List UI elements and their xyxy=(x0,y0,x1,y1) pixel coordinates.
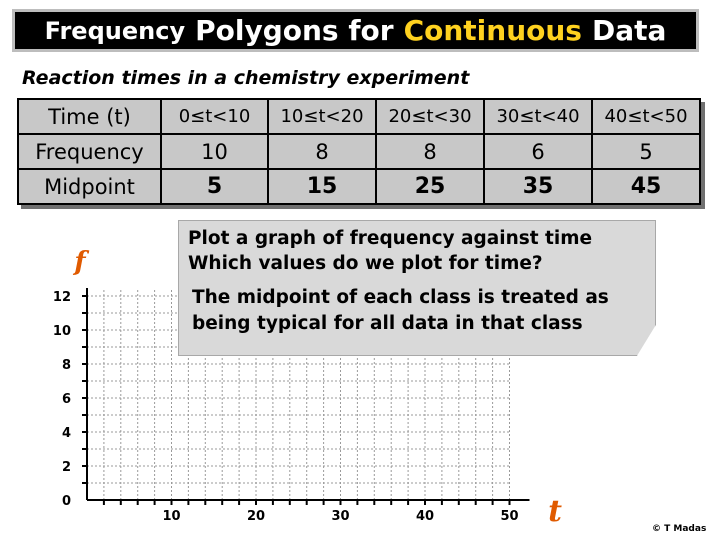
copyright-notice: © T Madas xyxy=(652,524,707,534)
title-word-frequency: Frequency xyxy=(44,16,186,45)
time-class-cell: 30≤t<40 xyxy=(483,98,593,135)
x-tick-label: 30 xyxy=(331,509,349,524)
y-tick-label: 2 xyxy=(62,460,71,475)
time-class-cell: 0≤t<10 xyxy=(160,98,269,135)
x-tick-label: 40 xyxy=(416,509,434,524)
midpoint-cell: 15 xyxy=(267,168,377,205)
frequency-label: Frequency xyxy=(17,133,162,170)
frequency-cell: 10 xyxy=(160,133,269,170)
time-class-cell: 20≤t<30 xyxy=(375,98,485,135)
midpoint-cell: 25 xyxy=(375,168,485,205)
midpoint-cell: 45 xyxy=(591,168,701,205)
time-label: Time (t) xyxy=(17,98,162,135)
title-word-data: Data xyxy=(591,14,667,47)
midpoint-label: Midpoint xyxy=(17,168,162,205)
time-class-cell: 40≤t<50 xyxy=(591,98,701,135)
title-word-continuous: Continuous xyxy=(403,14,582,47)
midpoint-cell: 35 xyxy=(483,168,593,205)
note-line: The midpoint of each class is treated as xyxy=(192,287,609,308)
x-axis-label: t xyxy=(548,494,562,529)
table-row-midpoint: Midpoint 5 15 25 35 45 xyxy=(17,168,701,205)
x-tick-label: 10 xyxy=(162,509,180,524)
midpoint-cell: 5 xyxy=(160,168,269,205)
note-line: being typical for all data in that class xyxy=(192,313,583,334)
explanation-callout: Plot a graph of frequency against time W… xyxy=(178,220,656,356)
title-words-polygons-for: Polygons for xyxy=(195,14,394,47)
frequency-cell: 8 xyxy=(375,133,485,170)
frequency-cell: 5 xyxy=(591,133,701,170)
y-axis-label: f xyxy=(72,247,89,277)
y-tick-label: 6 xyxy=(62,392,71,407)
note-line: Plot a graph of frequency against time xyxy=(188,228,593,249)
frequency-table: Time (t) 0≤t<10 10≤t<20 20≤t<30 30≤t<40 … xyxy=(17,98,701,205)
x-tick-label: 20 xyxy=(247,509,265,524)
frequency-cell: 8 xyxy=(267,133,377,170)
table-row-frequency: Frequency 10 8 8 6 5 xyxy=(17,133,701,170)
title-bar: Frequency Polygons for Continuous Data xyxy=(12,9,699,52)
note-line: Which values do we plot for time? xyxy=(188,253,543,274)
table-row-time: Time (t) 0≤t<10 10≤t<20 20≤t<30 30≤t<40 … xyxy=(17,98,701,135)
time-class-cell: 10≤t<20 xyxy=(267,98,377,135)
y-tick-label: 10 xyxy=(53,324,71,339)
y-tick-label: 4 xyxy=(62,426,71,441)
x-tick-label: 50 xyxy=(500,509,518,524)
y-tick-label: 12 xyxy=(53,290,71,305)
y-tick-label: 8 xyxy=(62,358,71,373)
y-tick-label: 0 xyxy=(62,494,71,509)
frequency-cell: 6 xyxy=(483,133,593,170)
subtitle: Reaction times in a chemistry experiment xyxy=(22,67,470,89)
